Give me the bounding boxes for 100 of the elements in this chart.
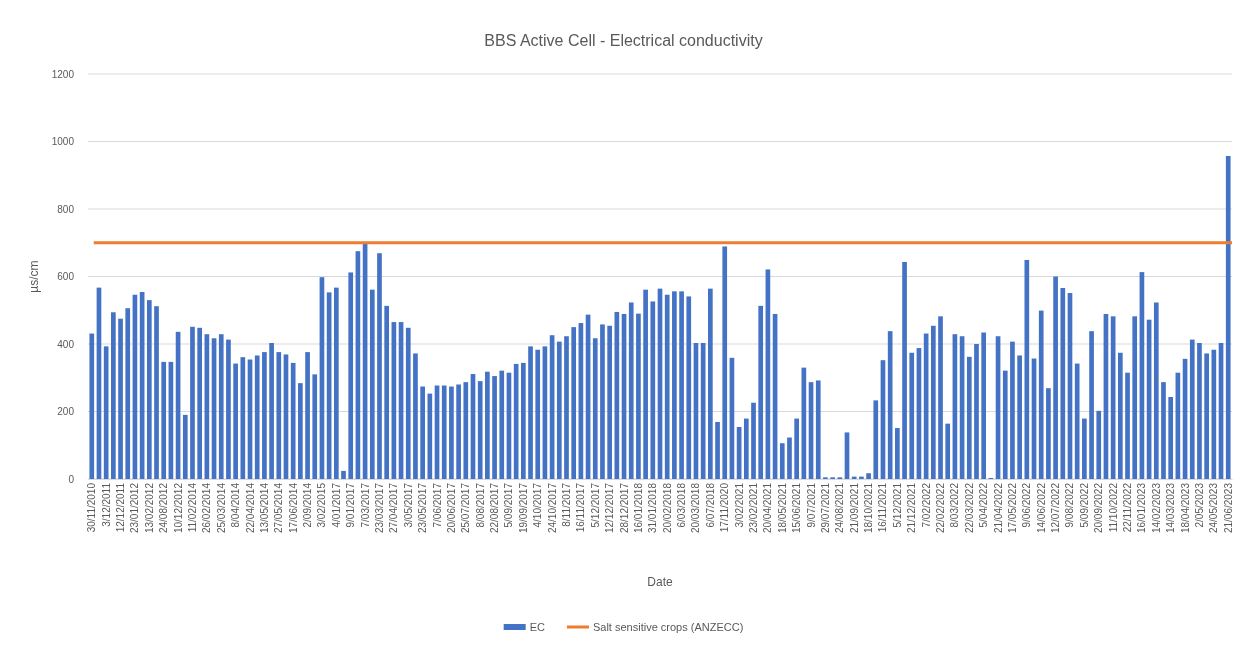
x-tick-label: 17/11/2020 (719, 482, 731, 533)
x-tick-label: 25/03/2014 (215, 482, 227, 534)
x-tick-label: 8/08/2017 (474, 482, 486, 528)
bar (312, 374, 318, 479)
x-tick-label: 6/07/2018 (704, 482, 716, 528)
bar (1010, 341, 1015, 479)
x-tick-label: 22/08/2017 (489, 482, 501, 534)
bar (930, 325, 936, 479)
bar (369, 289, 375, 479)
x-axis-title: Date (647, 575, 673, 589)
x-tick-label: 25/07/2017 (460, 482, 472, 534)
bar (1225, 156, 1231, 479)
x-tick-label: 21/09/2021 (848, 482, 860, 534)
bar (290, 362, 296, 479)
x-tick-label: 13/02/2012 (143, 482, 155, 534)
bar (333, 287, 339, 479)
bar (521, 362, 526, 479)
bar (1082, 418, 1087, 479)
bar (628, 302, 634, 479)
bar (348, 272, 354, 479)
bar (154, 306, 159, 479)
bar (815, 380, 821, 479)
x-tick-label: 8/04/2014 (230, 482, 242, 528)
x-tick-label: 21/06/2023 (1222, 482, 1234, 534)
bar (686, 296, 692, 479)
bar (463, 382, 469, 479)
x-tick-label: 5/09/2022 (1078, 482, 1090, 528)
x-tick-label: 11/02/2014 (186, 482, 198, 533)
bar (751, 402, 756, 479)
bar (1060, 287, 1066, 479)
bar (966, 356, 972, 479)
x-tick-label: 20/09/2022 (1093, 482, 1105, 534)
bar (787, 437, 792, 479)
x-tick-label: 2/05/2023 (1193, 482, 1205, 528)
x-tick-label: 24/10/2017 (546, 482, 558, 534)
x-tick-label: 24/08/2021 (834, 482, 846, 534)
bar (1118, 352, 1123, 479)
bar (118, 318, 123, 479)
legend-label: Salt sensitive crops (ANZECC) (592, 621, 744, 633)
bar (499, 370, 505, 479)
bar (600, 324, 605, 479)
bar (197, 327, 202, 479)
bar (1038, 310, 1044, 479)
bar (254, 355, 260, 479)
bar (1197, 342, 1202, 479)
x-tick-label: 13/05/2014 (258, 482, 270, 534)
x-tick-label: 23/02/2021 (748, 482, 760, 534)
bar (895, 428, 900, 479)
x-tick-label: 9/07/2021 (805, 482, 817, 528)
bar (664, 294, 670, 479)
x-tick-label: 26/02/2014 (201, 482, 213, 534)
bar (672, 291, 677, 479)
x-tick-label: 14/06/2022 (1035, 482, 1047, 534)
bar (1002, 370, 1008, 479)
y-tick-label: 400 (57, 338, 75, 350)
x-tick-label: 31/01/2018 (647, 482, 659, 534)
x-tick-label: 10/12/2012 (172, 482, 184, 534)
bar (377, 253, 382, 479)
legend-label: EC (529, 621, 546, 633)
bar (779, 443, 785, 479)
bar (492, 376, 497, 479)
x-tick-label: 22/02/2022 (935, 482, 947, 534)
chart-title: BBS Active Cell - Electrical conductivity (484, 32, 763, 49)
x-tick-label: 12/07/2022 (1050, 482, 1062, 534)
x-tick-label: 7/06/2017 (431, 482, 443, 528)
bar (715, 421, 720, 479)
x-tick-label: 14/03/2023 (1165, 482, 1177, 534)
x-tick-label: 20/02/2018 (661, 482, 673, 534)
bar (146, 300, 152, 479)
x-tick-label: 7/02/2022 (920, 482, 932, 528)
bar (794, 418, 799, 479)
x-tick-label: 6/03/2018 (676, 482, 688, 528)
x-tick-label: 5/12/2021 (891, 482, 903, 528)
bar (1074, 363, 1080, 479)
x-tick-label: 9/06/2022 (1021, 482, 1033, 528)
bar (1096, 410, 1102, 479)
bar (405, 327, 411, 479)
x-tick-label: 21/04/2022 (992, 482, 1004, 534)
bar (190, 326, 195, 479)
bar (650, 301, 656, 479)
bar (938, 316, 943, 479)
x-tick-label: 19/09/2017 (517, 482, 529, 534)
bar (708, 288, 713, 479)
bar (420, 386, 425, 479)
bar (1204, 353, 1209, 479)
bar (1089, 331, 1094, 479)
x-tick-label: 20/03/2018 (690, 482, 702, 534)
x-tick-label: 8/03/2022 (949, 482, 961, 528)
x-tick-label: 18/04/2023 (1179, 482, 1191, 534)
x-tick-label: 5/04/2022 (978, 482, 990, 528)
x-tick-label: 8/11/2017 (560, 482, 572, 527)
x-tick-label: 4/10/2017 (532, 482, 544, 528)
bar (441, 385, 447, 479)
bar (125, 308, 131, 479)
bar (1153, 302, 1159, 479)
bar (1125, 372, 1130, 479)
bar (636, 313, 641, 479)
y-tick-label: 0 (68, 473, 75, 485)
bar (556, 341, 562, 479)
x-tick-label: 18/05/2021 (776, 482, 788, 534)
